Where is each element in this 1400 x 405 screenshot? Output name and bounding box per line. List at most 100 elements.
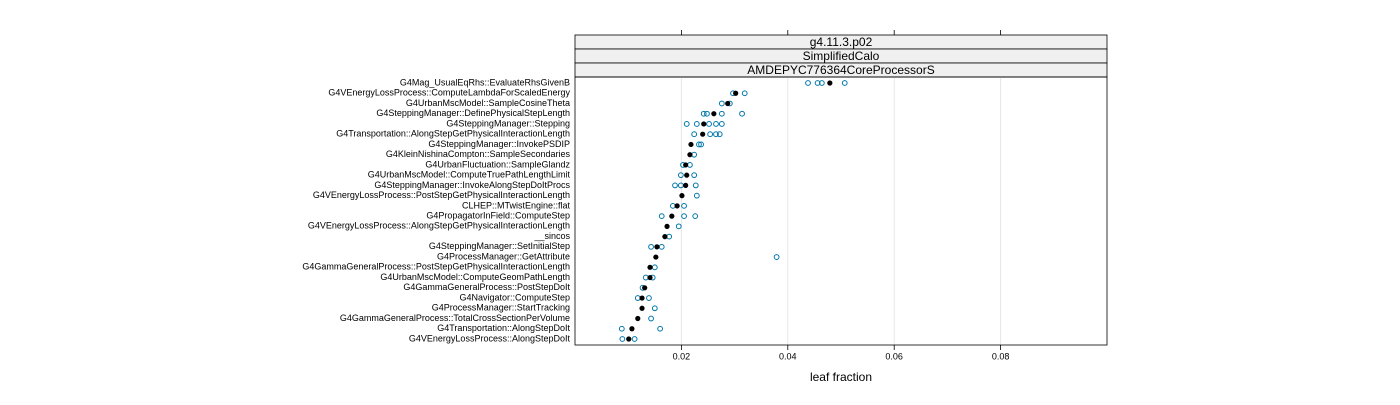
replicate-point <box>700 110 707 117</box>
median-point <box>701 121 707 127</box>
y-tick-label: G4UrbanFluctuation::SampleGlandz <box>425 159 570 169</box>
replicate-point <box>683 121 690 127</box>
y-tick-label: G4GammaGeneralProcess::PostStepDoIt <box>403 282 570 292</box>
median-point <box>653 254 659 260</box>
replicate-point <box>618 325 625 332</box>
median-point <box>626 336 632 342</box>
y-tick-label: G4VEnergyLossProcess::PostStepGetPhysica… <box>313 190 570 200</box>
replicate-point <box>658 243 665 250</box>
replicate-point <box>691 172 698 179</box>
median-point <box>688 141 694 148</box>
strip-label: g4.11.3.p02 <box>810 35 873 49</box>
replicate-point <box>677 172 684 179</box>
replicate-point <box>706 121 712 127</box>
replicate-point <box>693 121 700 127</box>
replicate-point <box>741 90 748 97</box>
replicate-point <box>675 223 682 230</box>
median-point <box>662 234 668 240</box>
median-point <box>654 244 660 250</box>
median-point <box>679 193 685 199</box>
median-point <box>635 315 641 322</box>
replicate-point <box>818 80 825 86</box>
median-point <box>684 172 690 178</box>
replicate-point <box>718 110 725 117</box>
replicate-point <box>651 264 658 271</box>
median-point <box>639 295 645 301</box>
y-tick-label: G4VEnergyLossProcess::AlongStepGetPhysic… <box>308 221 570 231</box>
y-tick-label: G4UrbanMscModel::ComputeTruePathLengthLi… <box>368 170 571 180</box>
replicate-point <box>713 131 719 138</box>
replicate-point <box>631 336 638 342</box>
replicate-point <box>704 110 710 117</box>
median-point <box>664 223 670 229</box>
median-point <box>700 131 706 137</box>
median-point <box>683 162 689 168</box>
replicate-point <box>716 131 723 138</box>
x-tick-label: 0.08 <box>992 351 1010 361</box>
replicate-point <box>672 182 678 189</box>
y-tick-label: CLHEP::MTwistEngine::flat <box>462 200 571 210</box>
y-tick-label: G4GammaGeneralProcess::TotalCrossSection… <box>340 313 570 323</box>
replicate-point <box>814 80 821 86</box>
median-point <box>687 152 693 158</box>
replicate-point <box>619 336 626 342</box>
replicate-point <box>677 182 684 189</box>
y-tick-label: G4PropagatorInField::ComputeStep <box>426 210 570 220</box>
replicate-point <box>707 131 714 138</box>
strip-label: AMDEPYC776364CoreProcessorS <box>747 63 934 77</box>
replicate-point <box>696 141 702 148</box>
replicate-point <box>698 141 704 148</box>
median-point <box>647 274 653 281</box>
replicate-point <box>648 315 654 322</box>
replicate-point <box>773 254 780 260</box>
median-point <box>639 305 645 311</box>
y-tick-label: G4VEnergyLossProcess::ComputeLambdaForSc… <box>328 88 570 98</box>
y-tick-label: G4UrbanMscModel::ComputeGeomPathLength <box>380 272 570 282</box>
y-tick-label: G4GammaGeneralProcess::PostStepGetPhysic… <box>302 262 570 272</box>
replicate-point <box>713 121 719 127</box>
y-tick-label: G4SteppingManager::DefinePhysicalStepLen… <box>376 108 570 118</box>
median-point <box>629 326 635 332</box>
x-tick-label: 0.06 <box>885 351 903 361</box>
replicate-point <box>658 213 665 220</box>
y-tick-label: G4SteppingManager::Stepping <box>446 118 570 128</box>
y-tick-label: G4ProcessManager::StartTracking <box>432 303 570 313</box>
replicate-point <box>718 121 725 127</box>
median-point <box>674 203 680 209</box>
replicate-point <box>648 243 654 250</box>
y-tick-label: G4Navigator::ComputeStep <box>459 292 570 302</box>
replicate-point <box>657 325 664 332</box>
replicate-point <box>651 305 658 312</box>
median-point <box>827 80 833 86</box>
median-point <box>733 90 739 96</box>
replicate-point <box>841 80 848 86</box>
x-axis-title: leaf fraction <box>810 370 872 384</box>
y-tick-label: G4Transportation::AlongStepGetPhysicalIn… <box>336 129 570 139</box>
x-tick-label: 0.02 <box>673 351 691 361</box>
y-tick-label: G4KleinNishinaCompton::SampleSecondaries <box>386 149 571 159</box>
y-tick-label: G4UrbanMscModel::SampleCosineTheta <box>406 98 570 108</box>
replicate-point <box>739 110 745 117</box>
y-tick-label: G4VEnergyLossProcess::AlongStepDoIt <box>409 333 571 343</box>
median-point <box>683 182 689 188</box>
replicate-point <box>692 213 699 220</box>
replicate-point <box>692 182 699 189</box>
median-point <box>642 285 648 291</box>
y-tick-label: G4SteppingManager::InvokeAlongStepDoItPr… <box>374 180 570 190</box>
replicate-point <box>693 192 700 199</box>
replicate-point <box>681 213 687 220</box>
y-tick-label: G4SteppingManager::SetInitialStep <box>429 241 570 251</box>
replicate-point <box>681 202 687 209</box>
x-tick-label: 0.04 <box>779 351 797 361</box>
median-point <box>711 111 717 117</box>
strip-label: SimplifiedCalo <box>803 49 880 63</box>
median-point <box>669 213 675 219</box>
median-point <box>725 100 731 107</box>
panel <box>574 76 1108 346</box>
y-tick-label: G4ProcessManager::GetAttribute <box>437 251 570 261</box>
y-tick-label: G4SteppingManager::InvokePSDIP <box>428 139 570 149</box>
y-tick-label: G4Mag_UsualEqRhs::EvaluateRhsGivenB <box>400 77 570 87</box>
y-tick-label: G4Transportation::AlongStepDoIt <box>437 323 570 333</box>
replicate-point <box>646 295 652 301</box>
